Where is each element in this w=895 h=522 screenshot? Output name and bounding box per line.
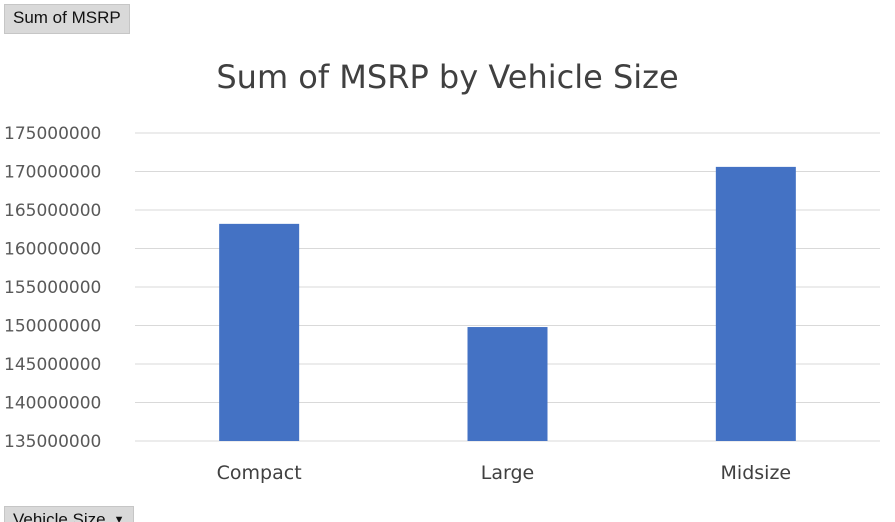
x-category-label: Compact bbox=[217, 462, 302, 484]
y-tick-label: 160000000 bbox=[4, 240, 101, 260]
y-tick-label: 140000000 bbox=[4, 394, 101, 414]
x-axis-category-labels: Compact Large Midsize bbox=[217, 462, 791, 484]
y-tick-label: 170000000 bbox=[4, 163, 101, 183]
y-tick-label: 175000000 bbox=[4, 124, 101, 144]
y-tick-label: 150000000 bbox=[4, 317, 101, 337]
triangle-down-icon[interactable]: ▼ bbox=[113, 514, 125, 522]
x-category-label: Large bbox=[481, 462, 534, 484]
axis-field-label: Vehicle Size bbox=[13, 510, 106, 522]
y-tick-label: 165000000 bbox=[4, 201, 101, 221]
y-tick-label: 135000000 bbox=[4, 432, 101, 452]
y-axis-tick-labels: 135000000 140000000 145000000 150000000 1550… bbox=[4, 124, 101, 452]
bars[interactable] bbox=[219, 166, 796, 441]
y-tick-label: 155000000 bbox=[4, 278, 101, 298]
bar-compact[interactable] bbox=[219, 223, 300, 441]
y-tick-label: 145000000 bbox=[4, 355, 101, 375]
bar-midsize[interactable] bbox=[715, 166, 796, 441]
chart-title: Sum of MSRP by Vehicle Size bbox=[216, 58, 679, 96]
axis-field-button[interactable]: Vehicle Size ▼ bbox=[4, 506, 134, 522]
bar-large[interactable] bbox=[467, 327, 548, 441]
values-field-button[interactable]: Sum of MSRP bbox=[4, 4, 130, 34]
x-category-label: Midsize bbox=[721, 462, 792, 484]
